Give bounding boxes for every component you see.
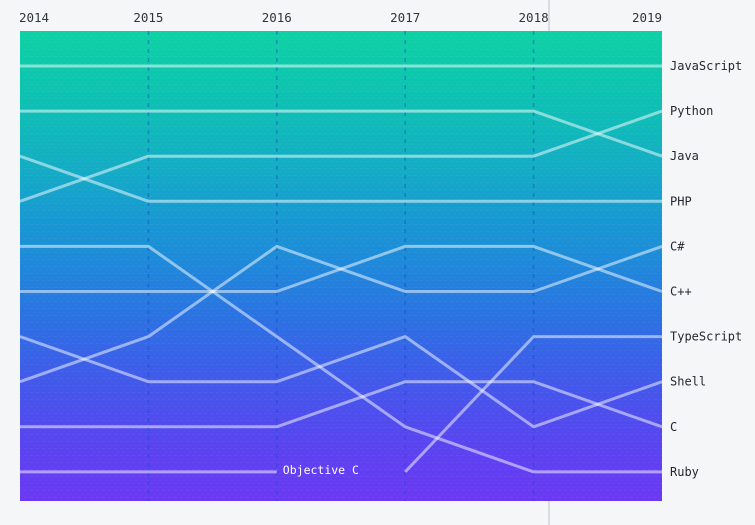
series-line-php[interactable]	[19, 154, 662, 203]
year-label-2018: 2018	[519, 10, 549, 25]
language-label-shell: Shell	[670, 375, 706, 389]
language-label-c: C++	[670, 285, 692, 299]
series-line-java[interactable]	[20, 109, 663, 158]
language-label-ruby: Ruby	[670, 465, 699, 479]
language-label-javascript: JavaScript	[670, 59, 742, 73]
series-line-ruby[interactable]	[20, 244, 662, 474]
year-label-2016: 2016	[262, 10, 292, 25]
inline-labels: Objective C	[283, 463, 359, 477]
language-labels: JavaScript Python Java PHP C# C++ TypeScript Sh…	[670, 59, 742, 479]
language-label-c: C	[670, 420, 677, 434]
plot-texture-overlay	[20, 31, 662, 501]
series-lines	[19, 64, 663, 474]
language-label-java: Java	[670, 149, 699, 163]
series-line-shell[interactable]	[19, 335, 663, 429]
series-line-c[interactable]	[20, 380, 663, 429]
year-label-2017: 2017	[390, 10, 420, 25]
language-label-c: C#	[670, 239, 685, 253]
language-label-typescript: TypeScript	[670, 330, 742, 344]
inline-label-objective-c: Objective C	[283, 463, 359, 477]
language-label-php: PHP	[670, 194, 692, 208]
year-label-2015: 2015	[133, 10, 163, 25]
series-line-c[interactable]	[20, 244, 663, 293]
year-label-2014: 2014	[19, 10, 49, 25]
year-axis: 2014 2015 2016 2017 2018 2019	[19, 10, 662, 25]
year-label-2019: 2019	[632, 10, 662, 25]
series-line-python[interactable]	[19, 109, 663, 203]
year-guide-lines	[147, 31, 535, 501]
chart-plot-background	[20, 31, 662, 501]
series-line-typescript[interactable]	[404, 335, 662, 473]
language-label-python: Python	[670, 104, 713, 118]
